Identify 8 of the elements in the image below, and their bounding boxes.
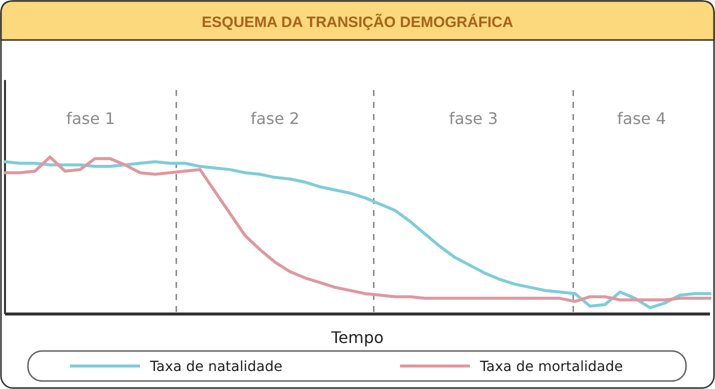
legend-label: Taxa de mortalidade	[479, 359, 623, 375]
text: fase 4	[617, 109, 666, 128]
chart-title: ESQUEMA DA TRANSIÇÃO DEMOGRÁFICA	[202, 13, 514, 31]
text: fase 3	[449, 109, 498, 128]
text: fase 2	[250, 109, 300, 128]
legend-label: Taxa de natalidade	[149, 359, 282, 375]
text: fase 1	[66, 109, 116, 128]
x-axis-title: Tempo	[330, 328, 384, 347]
